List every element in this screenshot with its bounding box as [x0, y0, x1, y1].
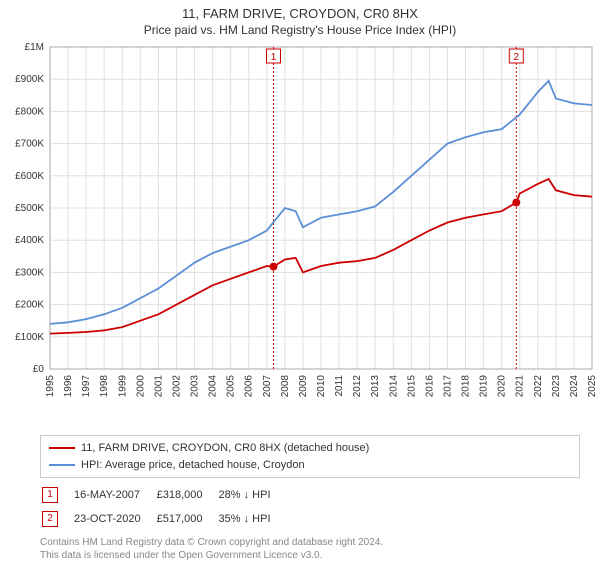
- legend-row: 11, FARM DRIVE, CROYDON, CR0 8HX (detach…: [49, 440, 571, 457]
- transaction-delta: 28% ↓ HPI: [219, 484, 285, 506]
- x-tick-label: 2001: [153, 375, 164, 398]
- transaction-price: £318,000: [157, 484, 217, 506]
- y-tick-label: £200K: [15, 300, 44, 311]
- x-tick-label: 2015: [406, 375, 417, 398]
- event-point: [269, 263, 277, 271]
- x-tick-label: 2017: [442, 375, 453, 398]
- event-marker-label: 1: [271, 52, 277, 63]
- event-point: [512, 199, 520, 207]
- y-tick-label: £400K: [15, 235, 44, 246]
- y-tick-label: £500K: [15, 203, 44, 214]
- chart-title-sub: Price paid vs. HM Land Registry's House …: [0, 23, 600, 37]
- x-tick-label: 2002: [171, 375, 182, 398]
- x-tick-label: 1999: [117, 375, 128, 398]
- x-tick-label: 2020: [497, 375, 508, 398]
- chart-title-block: 11, FARM DRIVE, CROYDON, CR0 8HX Price p…: [0, 0, 600, 39]
- transaction-row: 1 16-MAY-2007£318,00028% ↓ HPI: [42, 484, 285, 506]
- x-tick-label: 2024: [569, 375, 580, 398]
- y-tick-label: £900K: [15, 74, 44, 85]
- footer-line1: Contains HM Land Registry data © Crown c…: [40, 536, 580, 549]
- x-tick-label: 2008: [280, 375, 291, 398]
- x-tick-label: 2012: [352, 375, 363, 398]
- x-tick-label: 2023: [551, 375, 562, 398]
- transaction-row: 2 23-OCT-2020£517,00035% ↓ HPI: [42, 508, 285, 530]
- legend-swatch: [49, 464, 75, 466]
- y-tick-label: £100K: [15, 332, 44, 343]
- transaction-price: £517,000: [157, 508, 217, 530]
- legend-label: HPI: Average price, detached house, Croy…: [81, 457, 305, 474]
- transaction-date: 16-MAY-2007: [74, 484, 155, 506]
- x-tick-label: 2013: [370, 375, 381, 398]
- transaction-date: 23-OCT-2020: [74, 508, 155, 530]
- chart-area: £0 £100K £200K £300K £400K £500K £600K £700K £80…: [0, 39, 600, 429]
- x-tick-label: 2003: [190, 375, 201, 398]
- x-tick-label: 2009: [298, 375, 309, 398]
- y-tick-label: £0: [33, 364, 45, 375]
- x-tick-label: 2014: [388, 375, 399, 398]
- legend-swatch: [49, 447, 75, 449]
- y-tick-label: £1M: [25, 42, 44, 53]
- x-tick-label: 1995: [45, 375, 56, 398]
- y-tick-label: £600K: [15, 171, 44, 182]
- x-tick-label: 2019: [479, 375, 490, 398]
- x-tick-label: 1998: [99, 375, 110, 398]
- transaction-marker: 1: [42, 487, 58, 503]
- y-tick-label: £700K: [15, 139, 44, 150]
- legend-box: 11, FARM DRIVE, CROYDON, CR0 8HX (detach…: [40, 435, 580, 478]
- x-tick-label: 2010: [316, 375, 327, 398]
- y-tick-label: £300K: [15, 267, 44, 278]
- x-tick-label: 2006: [244, 375, 255, 398]
- event-marker-label: 2: [514, 52, 520, 63]
- x-tick-label: 2018: [461, 375, 472, 398]
- legend-label: 11, FARM DRIVE, CROYDON, CR0 8HX (detach…: [81, 440, 369, 457]
- transactions-table: 1 16-MAY-2007£318,00028% ↓ HPI 2 23-OCT-202…: [40, 482, 287, 532]
- x-tick-label: 2000: [135, 375, 146, 398]
- line-chart-svg: £0 £100K £200K £300K £400K £500K £600K £700K £80…: [0, 39, 600, 429]
- chart-title-main: 11, FARM DRIVE, CROYDON, CR0 8HX: [0, 6, 600, 21]
- footer-line2: This data is licensed under the Open Gov…: [40, 549, 580, 562]
- x-tick-label: 2021: [515, 375, 526, 398]
- x-tick-label: 2007: [262, 375, 273, 398]
- transaction-marker: 2: [42, 511, 58, 527]
- footer-attribution: Contains HM Land Registry data © Crown c…: [40, 536, 580, 562]
- y-tick-label: £800K: [15, 106, 44, 117]
- x-tick-label: 2004: [208, 375, 219, 398]
- legend-row: HPI: Average price, detached house, Croy…: [49, 457, 571, 474]
- x-tick-label: 2022: [533, 375, 544, 398]
- x-tick-label: 2005: [226, 375, 237, 398]
- x-tick-label: 2016: [424, 375, 435, 398]
- x-tick-label: 2011: [334, 375, 345, 397]
- x-tick-label: 1996: [63, 375, 74, 398]
- transaction-delta: 35% ↓ HPI: [219, 508, 285, 530]
- x-tick-label: 1997: [81, 375, 92, 398]
- x-tick-label: 2025: [587, 375, 598, 398]
